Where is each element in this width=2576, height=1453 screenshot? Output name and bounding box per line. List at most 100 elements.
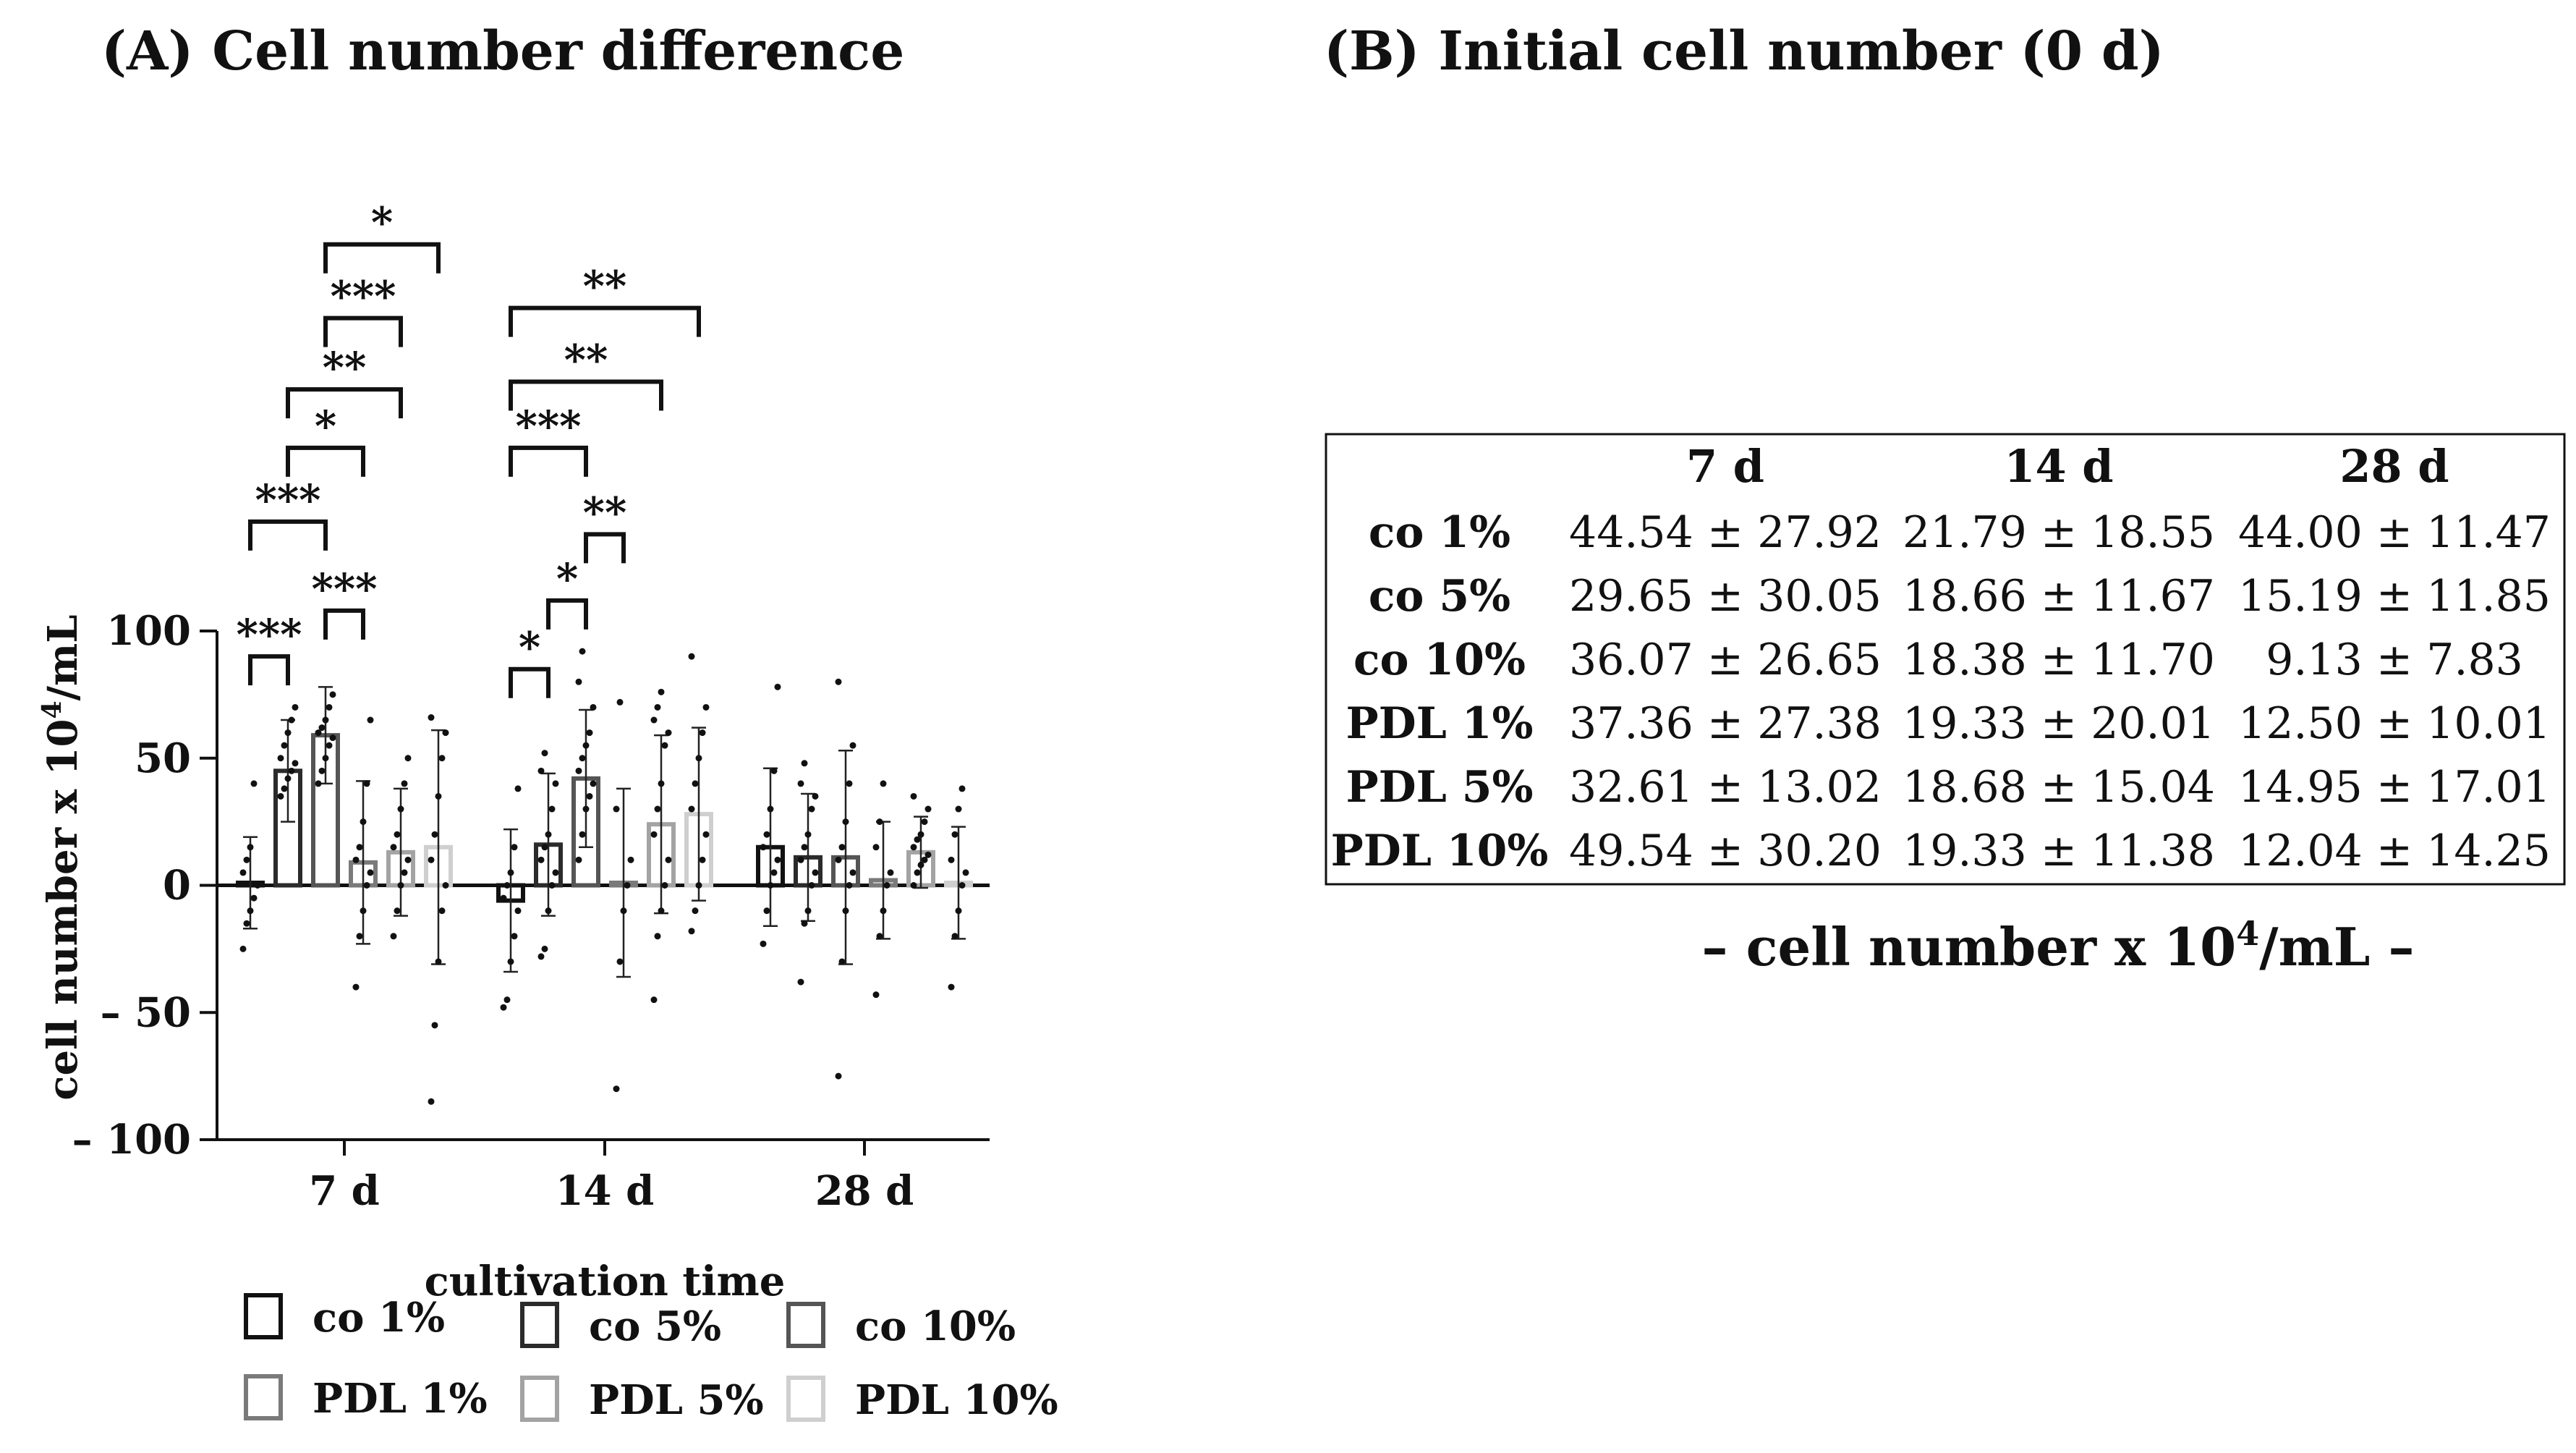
- data-point: [688, 653, 695, 660]
- data-point: [767, 882, 774, 889]
- significance-bracket: [286, 445, 365, 477]
- significance-label: *: [519, 623, 540, 672]
- significance-bracket: [323, 242, 441, 274]
- data-point: [804, 907, 812, 915]
- data-point: [435, 958, 442, 965]
- data-point: [281, 742, 288, 749]
- data-point: [394, 907, 401, 915]
- data-point: [661, 742, 668, 749]
- data-point: [352, 983, 360, 991]
- data-point: [500, 1004, 507, 1011]
- data-point: [579, 755, 586, 762]
- data-point: [503, 996, 511, 1004]
- table-cell: 12.50 ± 10.01: [2238, 698, 2551, 749]
- data-point: [329, 734, 336, 742]
- data-point: [404, 755, 412, 762]
- data-point: [288, 767, 295, 774]
- data-point: [239, 869, 247, 876]
- data-point: [872, 844, 880, 851]
- table-cell: 19.33 ± 11.38: [1903, 826, 2215, 876]
- data-point: [315, 729, 322, 737]
- data-point: [401, 869, 408, 876]
- data-point: [356, 844, 363, 851]
- data-point: [537, 856, 545, 863]
- legend-swatch: [786, 1302, 825, 1348]
- table-row-label: co 5%: [1369, 571, 1510, 622]
- significance-label: ***: [516, 402, 582, 451]
- data-point: [962, 869, 969, 876]
- data-point: [247, 844, 254, 851]
- data-point: [356, 933, 363, 940]
- significance-label: ***: [331, 272, 396, 321]
- data-point: [582, 742, 590, 749]
- data-point: [514, 907, 522, 915]
- x-axis-label: cultivation time: [425, 1258, 786, 1305]
- data-point: [428, 1098, 435, 1105]
- data-point: [695, 755, 702, 762]
- data-point: [541, 945, 548, 952]
- data-point: [654, 805, 661, 813]
- data-point: [322, 755, 329, 762]
- significance-label: **: [564, 336, 608, 385]
- data-point: [250, 780, 258, 787]
- data-point: [835, 1072, 842, 1080]
- data-point: [760, 940, 767, 947]
- data-point: [665, 856, 672, 863]
- data-point: [431, 1022, 438, 1029]
- significance-bracket: [546, 598, 588, 630]
- significance-label: ***: [237, 610, 302, 659]
- table-cell: 32.61 ± 13.02: [1569, 762, 1882, 813]
- significance-bracket: [509, 445, 588, 477]
- data-point: [951, 933, 958, 940]
- data-point: [948, 856, 955, 863]
- data-point: [774, 856, 781, 863]
- data-point: [846, 780, 853, 787]
- table-cell: 29.65 ± 30.05: [1569, 571, 1882, 622]
- data-point: [360, 907, 367, 915]
- significance-bracket: [509, 305, 701, 337]
- data-point: [541, 750, 548, 757]
- data-point: [590, 780, 597, 787]
- data-point: [770, 767, 778, 774]
- legend-label: co 5%: [589, 1302, 721, 1350]
- data-point: [917, 831, 924, 838]
- significance-bracket: [323, 315, 403, 347]
- data-point: [590, 703, 597, 711]
- table-cell: 18.66 ± 11.67: [1903, 571, 2215, 622]
- data-point: [910, 792, 917, 800]
- data-point: [292, 760, 299, 767]
- data-point: [924, 805, 932, 813]
- data-point: [435, 792, 442, 800]
- data-point: [835, 678, 842, 685]
- data-point: [401, 780, 408, 787]
- data-point: [541, 844, 548, 851]
- data-point: [284, 775, 292, 782]
- data-point: [438, 755, 446, 762]
- legend-swatch: [520, 1376, 559, 1422]
- data-point: [695, 882, 702, 889]
- data-point: [620, 907, 627, 915]
- table-cell: 44.54 ± 27.92: [1569, 507, 1882, 558]
- data-point: [616, 958, 624, 965]
- y-axis-label: cell number x 104/mL: [37, 614, 87, 1100]
- table-cell: 44.00 ± 11.47: [2238, 507, 2551, 558]
- data-point: [428, 714, 435, 721]
- table-cell: 19.33 ± 20.01: [1903, 698, 2215, 749]
- data-point: [767, 805, 774, 813]
- data-point: [917, 861, 924, 868]
- data-point: [880, 780, 887, 787]
- data-point: [914, 836, 921, 843]
- data-point: [948, 983, 955, 991]
- data-point: [322, 716, 329, 724]
- y-tick-label: 0: [163, 862, 191, 910]
- legend-label: co 10%: [855, 1302, 1016, 1350]
- table-row-label: co 10%: [1353, 635, 1526, 685]
- data-point: [511, 933, 518, 940]
- data-point: [658, 907, 665, 915]
- data-point: [955, 907, 962, 915]
- table-cell: 14.95 ± 17.01: [2238, 762, 2551, 813]
- x-axis: 7 d 14 d 28 d: [217, 884, 990, 1215]
- table-unit-label: – cell number x 104/mL –: [1702, 914, 2415, 978]
- data-point: [315, 780, 322, 787]
- data-point: [958, 882, 966, 889]
